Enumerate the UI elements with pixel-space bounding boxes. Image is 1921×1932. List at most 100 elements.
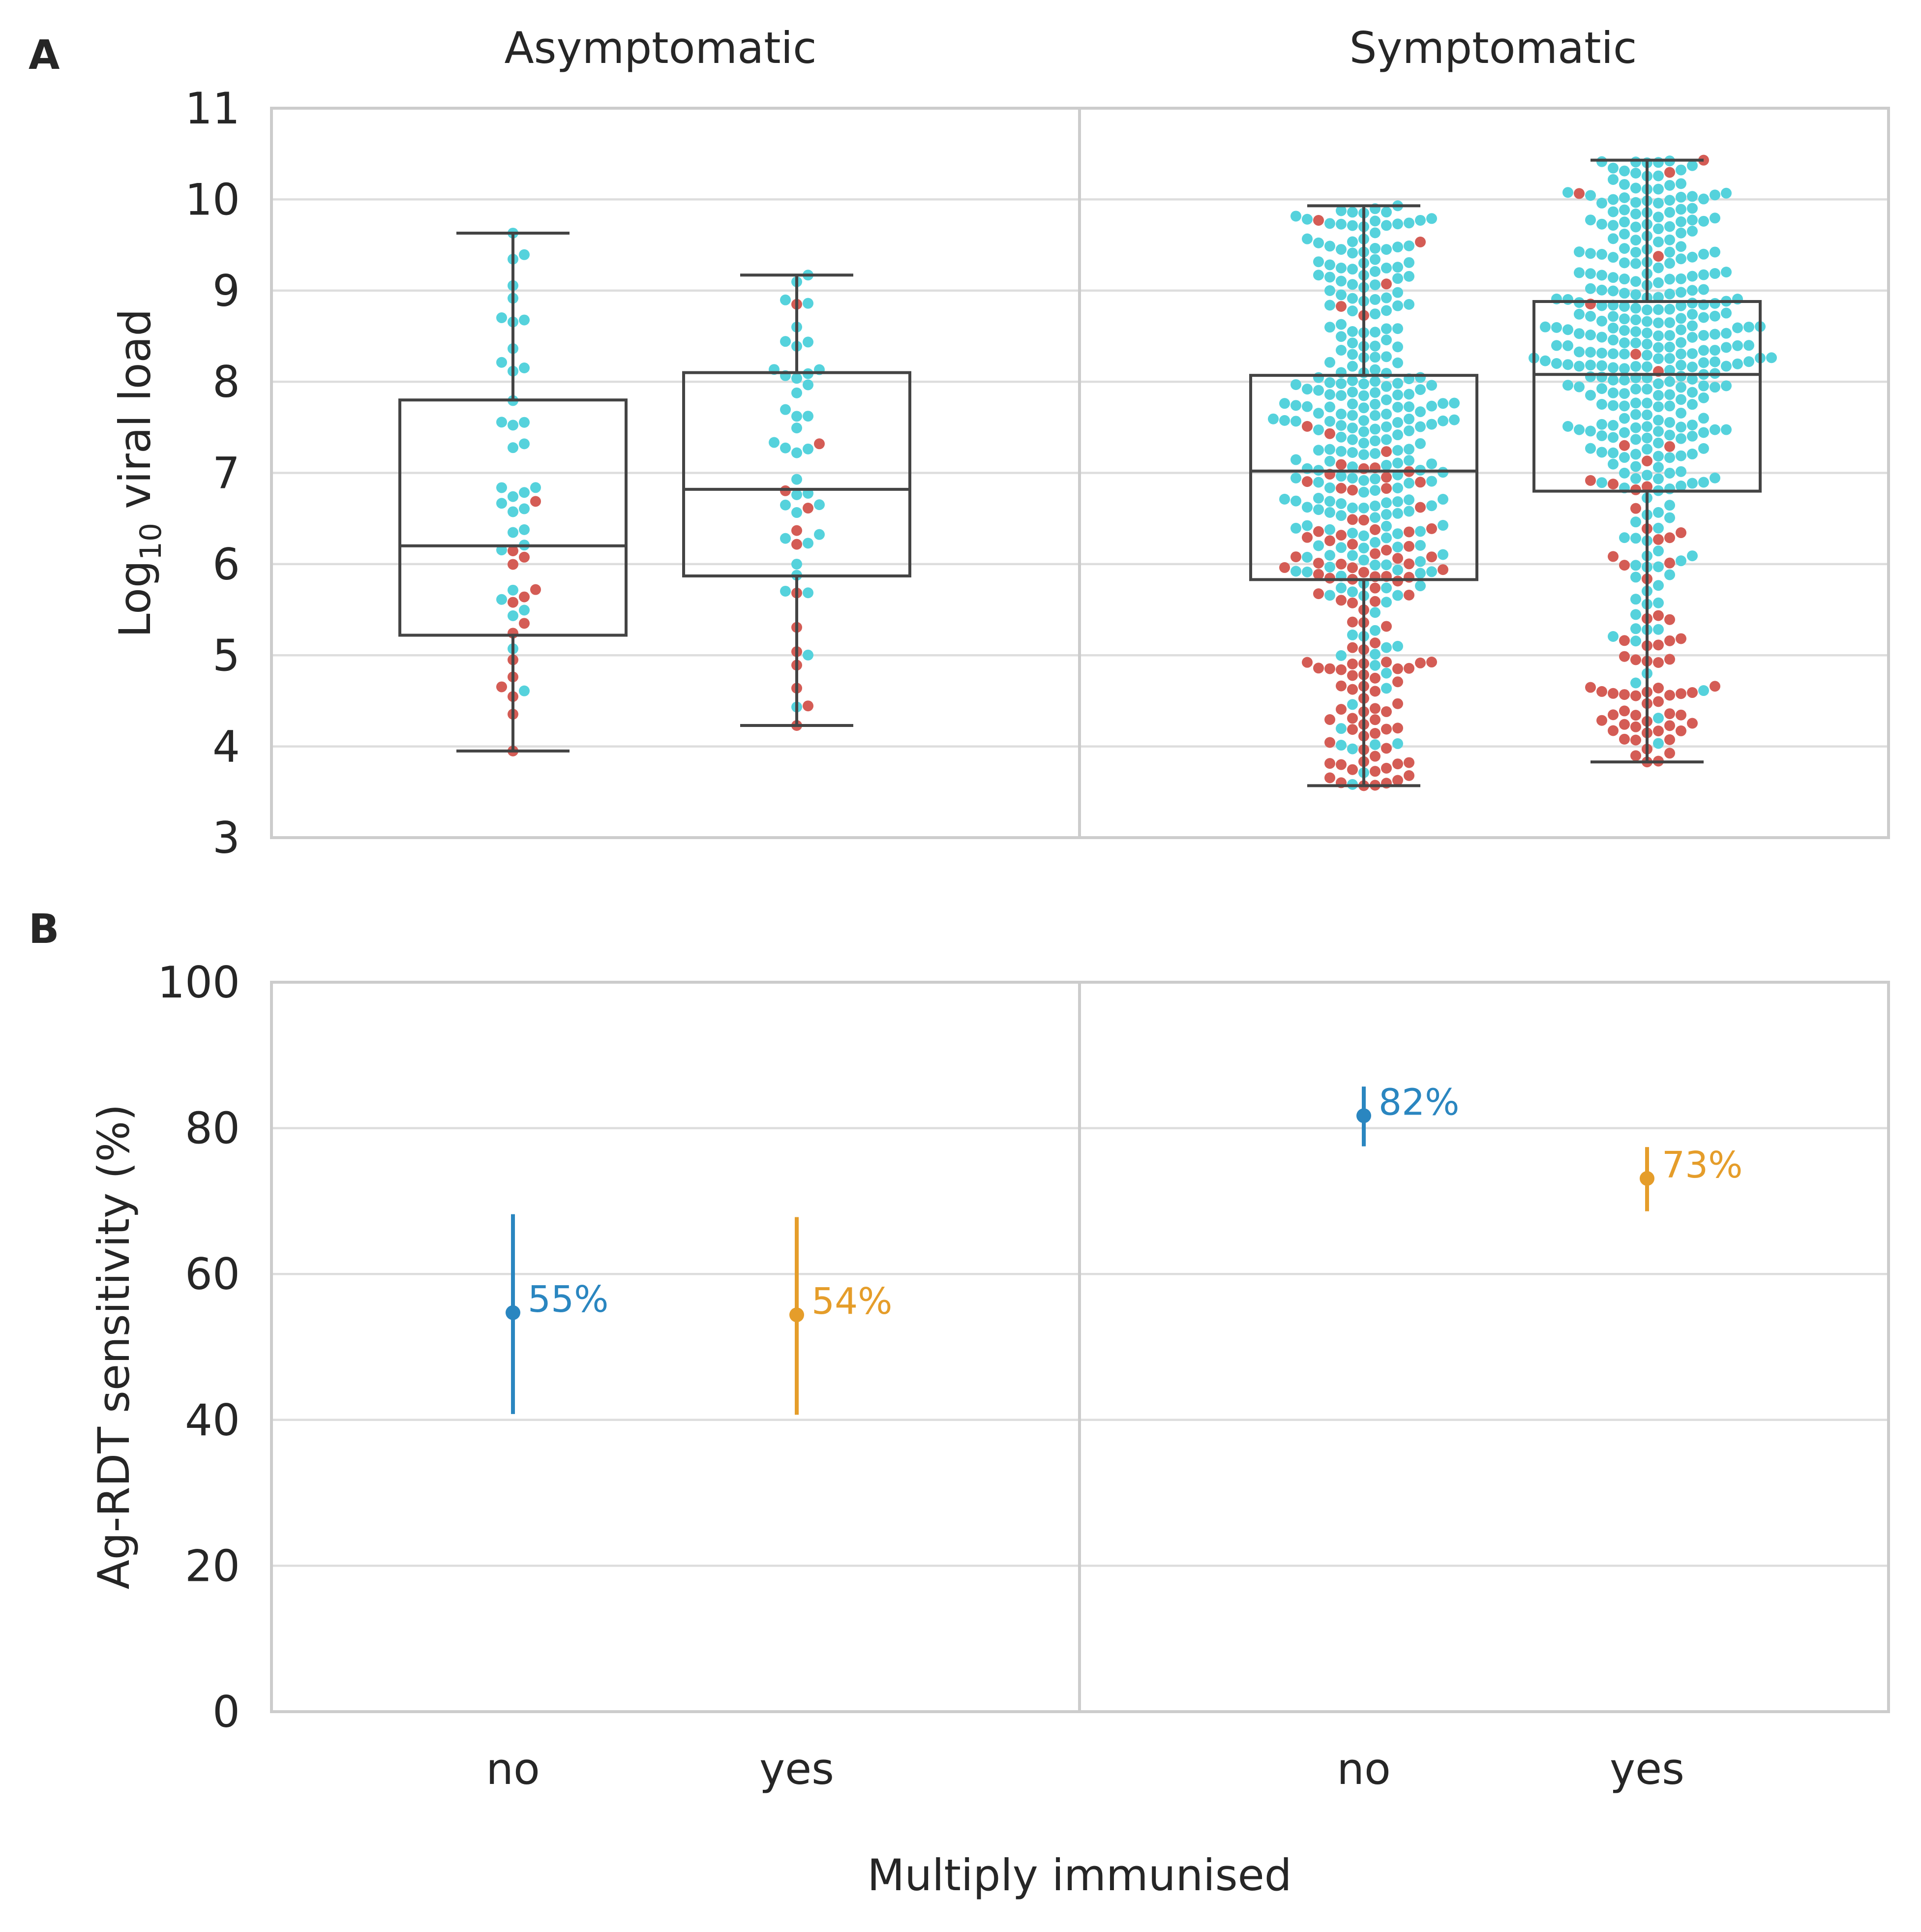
- swarm-point: [1381, 446, 1392, 457]
- swarm-point: [1698, 413, 1709, 424]
- swarm-point: [1347, 670, 1358, 681]
- swarm-point: [1630, 560, 1641, 571]
- swarm-point: [1426, 523, 1437, 534]
- swarm-point: [1619, 325, 1630, 336]
- swarm-point: [1370, 548, 1381, 559]
- swarm-point: [1392, 273, 1403, 284]
- swarm-point: [1664, 557, 1675, 569]
- swarm-point: [1336, 510, 1347, 521]
- swarm-point: [1347, 539, 1358, 550]
- swarm-point: [1381, 305, 1392, 316]
- swarm-point: [1619, 635, 1630, 646]
- swarm-point: [1438, 415, 1448, 426]
- swarm-point: [530, 584, 541, 595]
- swarm-point: [1608, 362, 1619, 373]
- swarm-point: [1370, 660, 1381, 671]
- swarm-point: [1721, 328, 1732, 339]
- swarm-point: [1302, 213, 1313, 225]
- swarm-point: [1676, 324, 1686, 335]
- swarm-point: [1324, 524, 1335, 535]
- swarm-point: [1619, 560, 1630, 571]
- swarm-point: [1324, 322, 1335, 333]
- swarm-point: [1574, 381, 1585, 392]
- swarm-point: [1676, 164, 1686, 176]
- swarm-point: [1574, 188, 1585, 199]
- swarm-point: [1664, 341, 1675, 353]
- swarm-point: [1574, 361, 1585, 372]
- swarm-point: [1596, 383, 1607, 394]
- swarm-point: [1608, 220, 1619, 231]
- swarm-point: [769, 437, 780, 448]
- swarm-point: [1653, 610, 1664, 621]
- swarm-point: [1619, 413, 1630, 424]
- swarm-point: [1370, 596, 1381, 607]
- swarm-point: [1392, 218, 1403, 230]
- swarm-point: [1732, 340, 1743, 351]
- swarm-point: [519, 487, 530, 498]
- swarm-point: [1721, 361, 1732, 372]
- swarm-point: [1619, 452, 1630, 463]
- swarm-point: [1630, 349, 1641, 360]
- swarm-point: [1721, 380, 1732, 392]
- swarm-point: [1302, 566, 1313, 577]
- swarm-point: [1438, 520, 1448, 531]
- swarm-point: [1608, 206, 1619, 217]
- swarm-point: [1370, 537, 1381, 548]
- swarm-point: [1676, 216, 1686, 227]
- swarm-point: [803, 649, 813, 661]
- swarm-point: [1664, 273, 1675, 285]
- swarm-point: [1676, 382, 1686, 393]
- value-label: 55%: [528, 1278, 608, 1321]
- swarm-point: [1291, 211, 1301, 222]
- swarm-point: [1324, 663, 1335, 674]
- swarm-point: [1426, 419, 1437, 430]
- swarm-point: [1370, 435, 1381, 447]
- swarm-point: [1347, 447, 1358, 458]
- swarm-point: [1358, 449, 1369, 460]
- swarm-point: [1404, 401, 1414, 412]
- swarm-point: [1392, 389, 1403, 400]
- swarm-point: [1653, 522, 1664, 534]
- swarm-point: [1426, 458, 1437, 470]
- swarm-point: [1653, 262, 1664, 273]
- swarm-point: [1336, 390, 1347, 401]
- swarm-point: [1313, 540, 1324, 551]
- swarm-point: [1743, 356, 1754, 367]
- swarm-point: [1370, 308, 1381, 320]
- swarm-point: [791, 387, 802, 398]
- swarm-point: [1324, 482, 1335, 493]
- swarm-point: [1313, 588, 1324, 600]
- swarm-point: [1642, 432, 1652, 444]
- swarm-point: [1358, 514, 1369, 526]
- swarm-point: [1404, 558, 1414, 570]
- swarm-point: [1381, 483, 1392, 494]
- swarm-point: [1426, 380, 1437, 391]
- swarm-point: [780, 294, 791, 305]
- swarm-point: [1630, 409, 1641, 420]
- swarm-point: [1347, 658, 1358, 669]
- swarm-point: [1392, 590, 1403, 601]
- swarm-point: [1336, 471, 1347, 482]
- swarm-point: [1324, 272, 1335, 283]
- swarm-point: [1347, 349, 1358, 360]
- swarm-point: [1347, 279, 1358, 290]
- swarm-point: [1370, 423, 1381, 435]
- swarm-point: [1619, 192, 1630, 204]
- swarm-point: [803, 336, 813, 348]
- swarm-point: [1642, 304, 1652, 316]
- swarm-point: [1562, 421, 1573, 432]
- swarm-point: [1664, 734, 1675, 745]
- swarm-point: [1347, 236, 1358, 247]
- swarm-point: [1392, 542, 1403, 553]
- swarm-point: [1642, 397, 1652, 409]
- swarm-point: [1653, 236, 1664, 247]
- swarm-point: [1619, 733, 1630, 745]
- swarm-point: [508, 610, 518, 621]
- swarm-point: [1381, 394, 1392, 405]
- swarm-point: [1313, 237, 1324, 248]
- swarm-point: [1370, 625, 1381, 636]
- swarm-point: [1336, 301, 1347, 312]
- swarm-point: [1336, 704, 1347, 715]
- panel-a-frame: [270, 107, 1890, 839]
- swarm-point: [1426, 566, 1437, 577]
